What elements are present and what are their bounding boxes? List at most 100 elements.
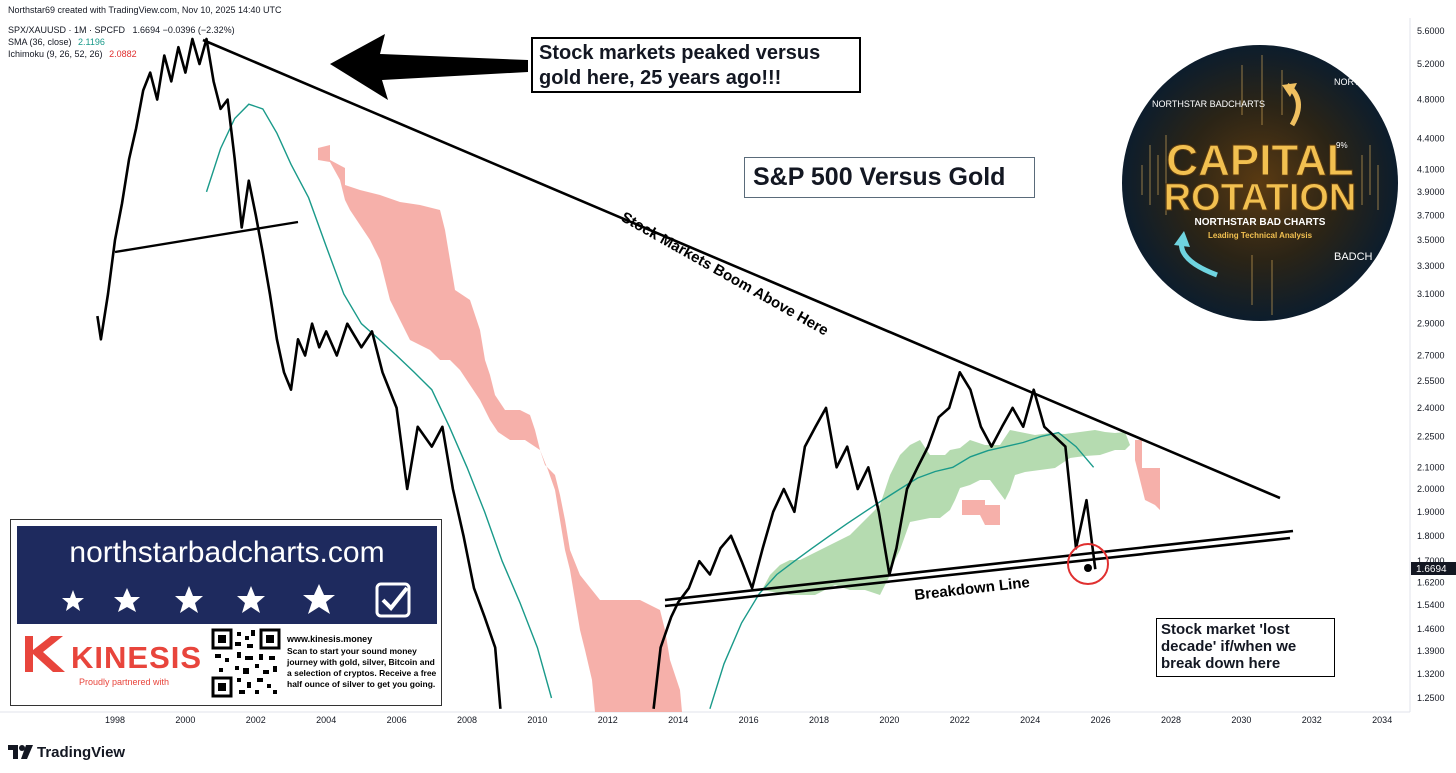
- y-tick-label: 5.6000: [1417, 26, 1445, 36]
- logo-sub1: NORTHSTAR BAD CHARTS: [1195, 217, 1326, 228]
- kinesis-blurb: Scan to start your sound money journey w…: [287, 646, 437, 689]
- y-tick-label: 1.6200: [1417, 578, 1445, 588]
- qr-code-icon[interactable]: [211, 628, 281, 698]
- ichimoku-legend[interactable]: Ichimoku (9, 26, 52, 26) 2.0882: [8, 49, 137, 59]
- star-icon: [114, 588, 140, 612]
- star-icon: [303, 584, 335, 614]
- x-tick-label: 2024: [1020, 715, 1040, 725]
- y-tick-label: 2.4000: [1417, 403, 1445, 413]
- sma-line-recent: [709, 431, 1095, 710]
- y-tick-label: 1.4600: [1417, 624, 1445, 634]
- y-tick-label: 2.5500: [1417, 376, 1445, 386]
- x-tick-label: 2014: [668, 715, 688, 725]
- bear-cloud-2: [962, 500, 1000, 525]
- boom-label: Stock Markets Boom Above Here: [618, 209, 831, 340]
- promo-stars: [39, 582, 419, 618]
- y-tick-label: 1.3900: [1417, 646, 1445, 656]
- last-price-value: 1.6694: [1416, 564, 1447, 575]
- ichimoku-label: Ichimoku (9, 26, 52, 26): [8, 49, 103, 59]
- peak-note-line1: Stock markets peaked versus: [539, 42, 821, 64]
- y-tick-label: 1.2500: [1417, 693, 1445, 703]
- bull-cloud: [762, 430, 1130, 595]
- lost-decade-line1: Stock market 'lost: [1161, 621, 1290, 638]
- peak-note-line2: gold here, 25 years ago!!!: [539, 67, 782, 89]
- promo-site[interactable]: northstarbadcharts.com: [69, 536, 385, 569]
- lost-decade-line2: decade' if/when we: [1161, 638, 1297, 655]
- y-tick-label: 2.1000: [1417, 462, 1445, 472]
- breakdown-label: Breakdown Line: [914, 574, 1031, 604]
- ichimoku-value: 2.0882: [109, 49, 137, 59]
- last-price-tag: [1411, 562, 1456, 575]
- y-tick-label: 2.2500: [1417, 432, 1445, 442]
- peak-note-box: Stock markets peaked versus gold here, 2…: [531, 37, 861, 93]
- kinesis-url[interactable]: www.kinesis.money: [287, 634, 373, 644]
- symbol-legend[interactable]: SPX/XAUUSD · 1M · SPCFD 1.6694 −0.0396 (…: [8, 25, 235, 35]
- x-tick-label: 2022: [950, 715, 970, 725]
- x-tick-label: 2006: [387, 715, 407, 725]
- x-tick-label: 2026: [1091, 715, 1111, 725]
- y-tick-label: 2.7000: [1417, 350, 1445, 360]
- y-tick-label: 1.3200: [1417, 669, 1445, 679]
- y-tick-label: 1.5400: [1417, 600, 1445, 610]
- x-tick-label: 2030: [1231, 715, 1251, 725]
- x-tick-label: 2002: [246, 715, 266, 725]
- logo-line2: ROTATION: [1164, 177, 1357, 219]
- breakdown-line-lower[interactable]: [664, 536, 1291, 608]
- early-support-trendline[interactable]: [114, 220, 299, 254]
- price-axis-labels[interactable]: 5.6000 5.2000 4.8000 4.4000 4.1000 3.9000 3.70…: [1417, 26, 1445, 703]
- tradingview-logo-icon: [8, 745, 33, 759]
- x-tick-label: 2008: [457, 715, 477, 725]
- sma-label: SMA (36, close): [8, 37, 72, 47]
- x-tick-label: 2018: [809, 715, 829, 725]
- symbol-name: SPX/XAUUSD · 1M · SPCFD: [8, 25, 126, 35]
- x-tick-label: 2016: [739, 715, 759, 725]
- chart-title: S&P 500 Versus Gold: [753, 163, 1006, 191]
- kinesis-brand: KINESIS: [71, 640, 203, 675]
- axes: [0, 18, 1411, 713]
- time-axis-labels[interactable]: 1998 2000 2002 2004 2006 2008 2010 2012 2014 2016…: [105, 715, 1392, 725]
- checkbox-icon: [375, 582, 411, 618]
- breakdown-circle: [1067, 543, 1109, 585]
- y-tick-label: 1.9000: [1417, 507, 1445, 517]
- kinesis-sub: Proudly partnered with: [79, 677, 170, 687]
- sma-line: [205, 103, 553, 699]
- bear-cloud-1: [318, 145, 682, 712]
- logo-line1: CAPITAL: [1166, 136, 1353, 185]
- x-tick-label: 1998: [105, 715, 125, 725]
- star-icon: [62, 590, 84, 611]
- x-tick-label: 2010: [527, 715, 547, 725]
- x-tick-label: 2032: [1302, 715, 1322, 725]
- y-tick-label: 3.9000: [1417, 187, 1445, 197]
- breakdown-line-upper[interactable]: [664, 529, 1294, 602]
- y-tick-label: 4.8000: [1417, 95, 1445, 105]
- bear-cloud-3: [1135, 440, 1160, 510]
- sma-value: 2.1196: [78, 37, 105, 47]
- y-tick-label: 2.0000: [1417, 484, 1445, 494]
- tradingview-footer[interactable]: TradingView: [8, 742, 125, 762]
- price-line-early[interactable]: [96, 37, 502, 709]
- promo-card[interactable]: northstarbadcharts.com KINESIS Proudly p…: [10, 519, 442, 706]
- y-tick-label: 2.9000: [1417, 319, 1445, 329]
- y-tick-label: 3.5000: [1417, 235, 1445, 245]
- y-tick-label: 3.3000: [1417, 261, 1445, 271]
- logo-art: CAPITAL ROTATION NORTHSTAR BAD CHARTS Le…: [1141, 55, 1398, 315]
- logo-sub2: Leading Technical Analysis: [1208, 231, 1313, 240]
- x-tick-label: 2020: [879, 715, 899, 725]
- y-tick-label: 5.2000: [1417, 59, 1445, 69]
- trendlines: [114, 38, 1294, 608]
- ichimoku-cloud: [318, 145, 1160, 712]
- author-line: Northstar69 created with TradingView.com…: [8, 5, 282, 15]
- chart-title-box: S&P 500 Versus Gold: [744, 157, 1035, 198]
- sma-legend[interactable]: SMA (36, close) 2.1196: [8, 37, 105, 47]
- logo-corner1: NORTHSTAR BADCHARTS: [1152, 99, 1265, 109]
- peak-resistance-trendline[interactable]: [202, 38, 1281, 500]
- x-tick-label: 2000: [175, 715, 195, 725]
- x-tick-label: 2028: [1161, 715, 1181, 725]
- y-tick-label: 3.1000: [1417, 289, 1445, 299]
- x-tick-label: 2034: [1372, 715, 1392, 725]
- capital-rotation-logo: CAPITAL ROTATION NORTHSTAR BAD CHARTS Le…: [1122, 45, 1398, 321]
- promo-banner[interactable]: northstarbadcharts.com: [17, 526, 437, 624]
- y-tick-label: 3.7000: [1417, 210, 1445, 220]
- price-line-recent[interactable]: [652, 370, 1097, 709]
